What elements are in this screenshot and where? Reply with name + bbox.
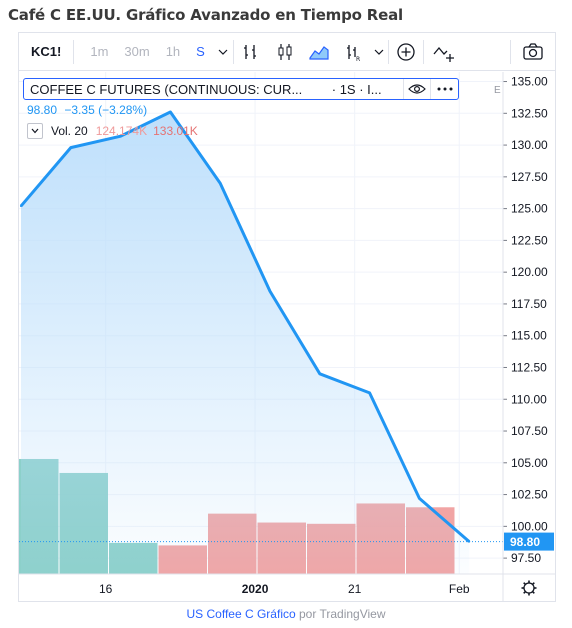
settings-gear-icon[interactable]	[521, 580, 537, 596]
y-tick-label: 100.00	[511, 519, 548, 533]
toolbar-divider	[232, 39, 234, 64]
timeframe-30m[interactable]: 30m	[124, 44, 150, 59]
timeframe-1m[interactable]: 1m	[90, 44, 109, 59]
bar-chart-style-icon[interactable]	[234, 37, 268, 67]
gear-tooth	[523, 590, 527, 594]
price-point	[69, 146, 72, 149]
indicators-icon[interactable]: R	[336, 37, 370, 67]
y-tick-label: 112.50	[511, 360, 547, 374]
chart-widget: KC1! 1m 30m 1h S R	[18, 32, 556, 602]
y-tick-label: 107.50	[511, 424, 548, 438]
price-axis: 97.50 100.00 102.50 105.00 107.50 110.00 112.5…	[502, 72, 554, 601]
legend-symbol-name: COFFEE C FUTURES (CONTINUOUS: CUR...	[30, 81, 303, 97]
more-options-icon[interactable]	[430, 79, 458, 99]
last-price-label-bg	[504, 532, 554, 551]
toolbar-divider	[510, 39, 511, 64]
page-title: Café C EE.UU. Gráfico Avanzado en Tiempo…	[8, 6, 403, 24]
y-tick-label: 105.00	[511, 456, 548, 470]
price-point	[418, 497, 421, 500]
toolbar-divider	[422, 39, 424, 64]
y-tick-label: 110.00	[511, 392, 547, 406]
volume-legend: Vol. 20 124.174K 133.01K	[27, 123, 198, 139]
price-chart[interactable]: 97.50 100.00 102.50 105.00 107.50 110.00 112.5…	[19, 33, 555, 601]
collapse-chevron-icon[interactable]	[27, 123, 43, 139]
volume-label: Vol. 20	[51, 124, 88, 138]
y-tick-label: 117.50	[511, 297, 547, 311]
time-axis: 16 2020 21 Feb	[19, 573, 555, 596]
chart-toolbar: KC1! 1m 30m 1h S R	[19, 33, 555, 71]
price-point	[20, 205, 22, 208]
x-tick-label: 2020	[242, 582, 269, 596]
y-tick-label: 132.50	[511, 106, 548, 120]
legend-change: −3.35 (−3.28%)	[64, 103, 148, 117]
symbol-legend[interactable]: COFFEE C FUTURES (CONTINUOUS: CUR... · 1…	[23, 78, 459, 100]
y-tick-label: 130.00	[511, 138, 548, 152]
x-tick-label: Feb	[449, 582, 470, 596]
attribution-by: por TradingView	[299, 607, 386, 621]
x-tick-label: 21	[348, 582, 362, 596]
price-point	[368, 391, 371, 394]
price-line-series	[19, 110, 471, 543]
exchange-marker: E	[494, 85, 501, 96]
attribution: US Coffee C Gráfico por TradingView	[0, 607, 572, 621]
toolbar-divider	[387, 39, 389, 64]
timeframe-dropdown-chevron-icon[interactable]	[213, 37, 233, 67]
last-price-label: 98.80	[510, 535, 540, 549]
price-point	[119, 135, 122, 138]
y-tick-label: 135.00	[511, 75, 548, 89]
compare-symbol-icon[interactable]	[424, 37, 464, 67]
price-point	[169, 111, 172, 114]
timeframe-week[interactable]: S	[196, 44, 205, 59]
area-chart-style-icon[interactable]	[302, 37, 336, 67]
legend-interval: · 1S · I...	[331, 81, 382, 97]
y-tick-label: 122.50	[511, 233, 548, 247]
chart-style-dropdown-chevron-icon[interactable]	[370, 37, 388, 67]
gear-ring	[523, 582, 535, 594]
gear-tooth	[523, 582, 527, 586]
price-point	[318, 372, 321, 375]
svg-text:R: R	[356, 56, 360, 62]
legend-price: 98.80 −3.35 (−3.28%)	[27, 103, 147, 117]
symbol-search-button[interactable]: KC1!	[19, 39, 75, 64]
add-indicator-plus-icon[interactable]	[389, 37, 423, 67]
y-tick-label: 125.00	[511, 202, 548, 216]
timeframe-1h[interactable]: 1h	[165, 44, 181, 59]
x-tick-label: 16	[99, 582, 113, 596]
price-area	[19, 110, 503, 575]
attribution-link[interactable]: US Coffee C Gráfico	[186, 607, 296, 621]
price-point	[269, 290, 271, 293]
y-tick-label: 120.00	[511, 265, 548, 279]
y-tick-label: 115.00	[511, 329, 547, 343]
price-point	[219, 182, 222, 185]
legend-last-price: 98.80	[27, 103, 58, 117]
gear-tooth	[531, 582, 535, 586]
visibility-eye-icon[interactable]	[402, 79, 431, 99]
camera-snapshot-icon[interactable]	[511, 37, 555, 67]
y-tick-label: 102.50	[511, 488, 548, 502]
volume-ma-value: 133.01K	[153, 124, 198, 138]
volume-value: 124.174K	[95, 124, 148, 138]
y-tick-label: 97.50	[511, 551, 541, 565]
y-tick-label: 127.50	[511, 170, 548, 184]
price-area-fill	[21, 112, 470, 575]
candles-chart-style-icon[interactable]	[268, 37, 302, 67]
gear-tooth	[531, 590, 535, 594]
